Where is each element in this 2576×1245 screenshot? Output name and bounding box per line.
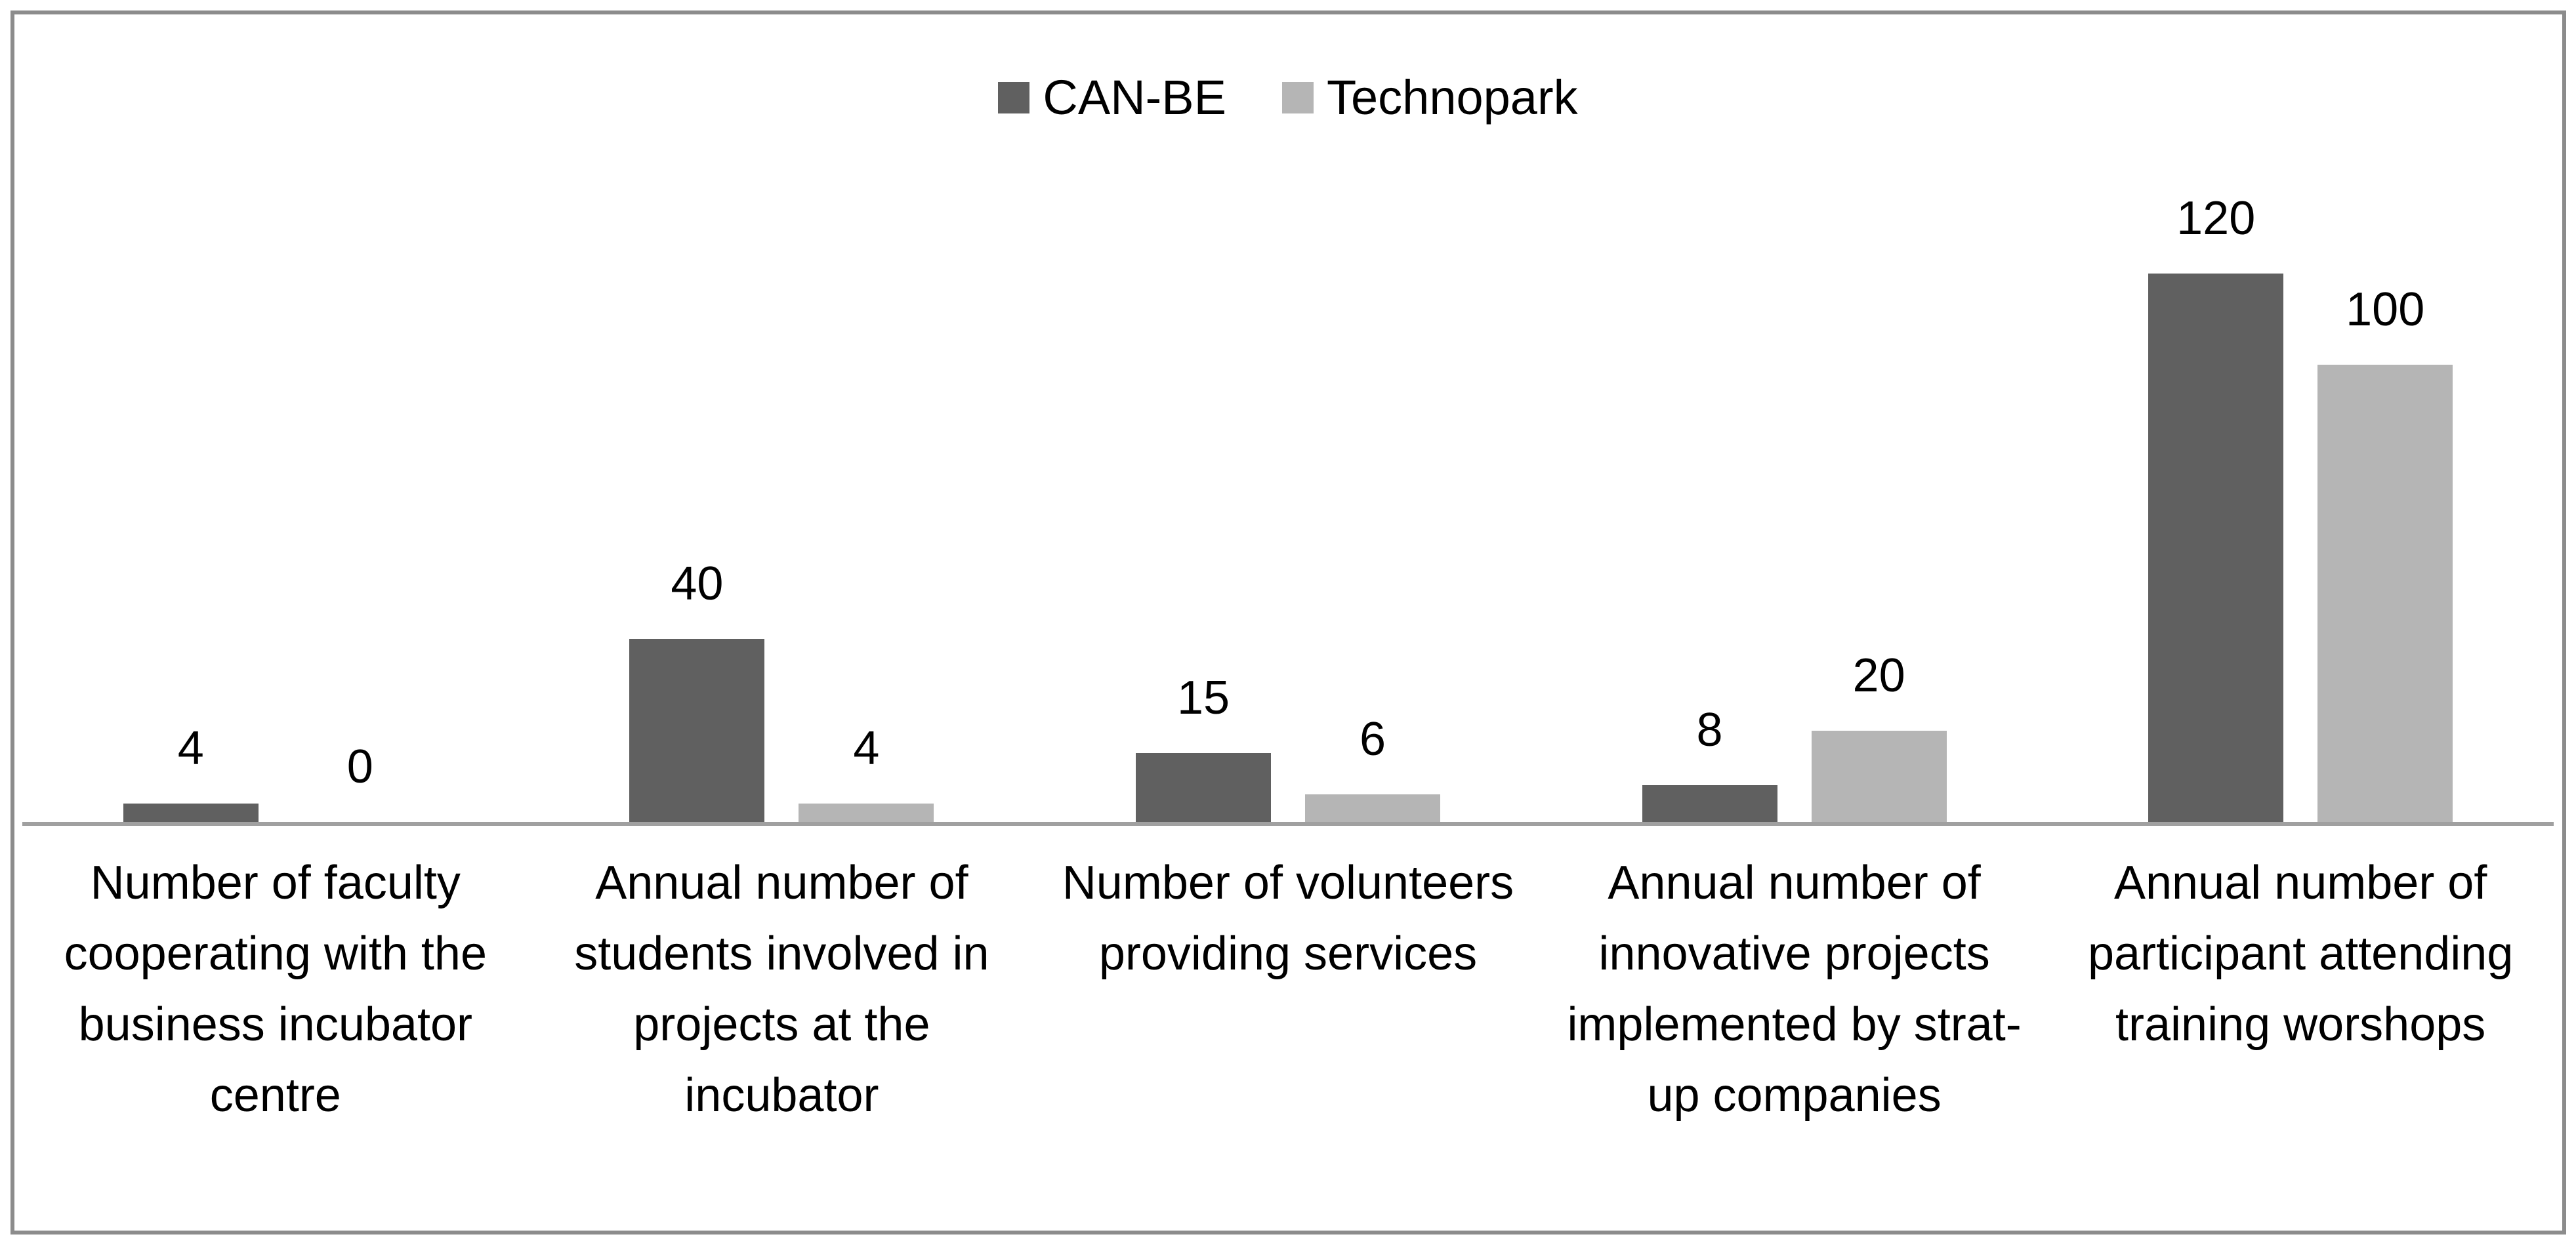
value-label-technopark-cat1: 0 <box>346 741 373 793</box>
bars-row: 4 0 40 4 15 6 8 20 120 100 <box>22 0 2554 822</box>
bar-can-be-cat5: 120 <box>2148 195 2284 822</box>
category-label-4: Annual number of innovative projects imp… <box>1567 857 2022 1122</box>
legend-label: Technopark <box>1327 70 1578 125</box>
value-label-can-be-cat2: 40 <box>671 558 724 610</box>
value-label-technopark-cat3: 6 <box>1359 713 1386 765</box>
category-labels-row: Number of faculty cooperating with the b… <box>22 847 2554 1131</box>
bar-group-5: 120 100 <box>2047 0 2554 822</box>
legend-swatch-can-be <box>998 82 1030 113</box>
legend-label: CAN-BE <box>1043 70 1227 125</box>
bar-can-be-cat1: 4 <box>123 725 259 822</box>
x-axis-baseline <box>22 822 2554 826</box>
value-label-can-be-cat1: 4 <box>177 722 204 775</box>
value-label-can-be-cat4: 8 <box>1696 704 1723 756</box>
category-label-3: Number of volunteers providing services <box>1062 857 1514 980</box>
legend-swatch-technopark <box>1282 82 1314 113</box>
chart-frame <box>10 10 2566 1235</box>
bar-technopark-cat2: 4 <box>799 725 934 822</box>
bar-group-2: 40 4 <box>529 0 1035 822</box>
value-label-technopark-cat2: 4 <box>853 722 880 775</box>
bar-technopark-cat3: 6 <box>1304 716 1440 822</box>
bar-can-be-cat4: 8 <box>1642 706 1777 822</box>
bar-group-3: 15 6 <box>1035 0 1541 822</box>
legend-item-can-be: CAN-BE <box>998 73 1226 122</box>
legend: CAN-BE Technopark <box>0 73 2576 122</box>
bar-technopark-cat4: 20 <box>1811 652 1947 822</box>
bar-can-be-cat3: 15 <box>1135 674 1271 822</box>
value-label-can-be-cat3: 15 <box>1176 672 1230 724</box>
category-label-5: Annual number of participant attending t… <box>2087 857 2514 1051</box>
value-label-technopark-cat4: 20 <box>1852 649 1905 702</box>
legend-item-technopark: Technopark <box>1282 73 1578 122</box>
value-label-technopark-cat5: 100 <box>2346 283 2425 336</box>
bar-group-4: 8 20 <box>1541 0 2048 822</box>
bar-can-be-cat2: 40 <box>629 560 765 822</box>
value-label-can-be-cat5: 120 <box>2176 192 2256 245</box>
bar-technopark-cat5: 100 <box>2317 286 2453 822</box>
category-label-2: Annual number of students involved in pr… <box>574 857 989 1122</box>
category-label-1: Number of faculty cooperating with the b… <box>64 857 487 1122</box>
